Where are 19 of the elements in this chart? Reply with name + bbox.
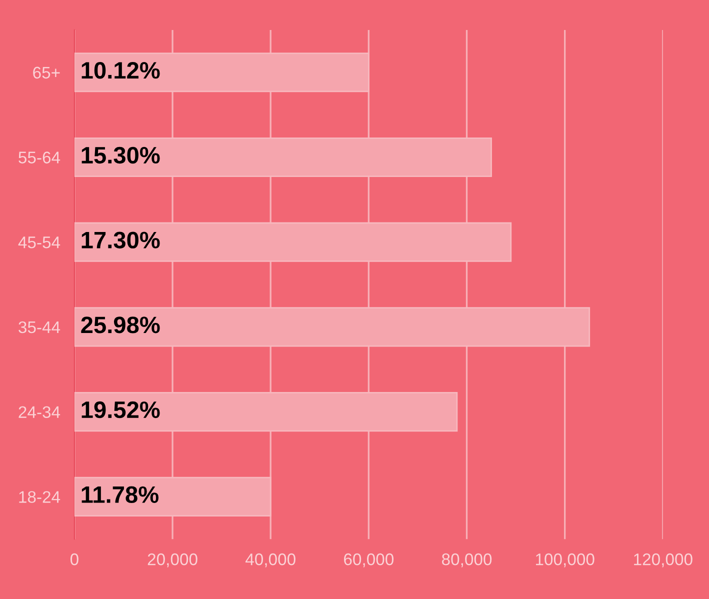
x-tick-label: 40,000 [246, 553, 296, 568]
annotation: 19.52% [82, 401, 160, 418]
x-tick-label: 120,000 [634, 553, 692, 568]
x-tick-label: 0 [70, 553, 78, 566]
y-tick-label: 45-54 [18, 236, 60, 248]
y-tick-label: 65+ [33, 66, 60, 79]
annotation: 15.30% [82, 146, 160, 164]
y-tick-label: 18-24 [19, 491, 60, 503]
y-tick-label: 35-44 [18, 321, 60, 334]
y-tick-label: 55-64 [18, 152, 60, 164]
x-tick-label: 20,000 [148, 553, 198, 568]
x-tick-label: 100,000 [536, 553, 594, 568]
x-tick-label: 80,000 [442, 553, 492, 568]
annotation: 11.78% [82, 486, 158, 504]
annotation: 17.30% [82, 232, 160, 248]
x-tick-label: 60,000 [344, 553, 394, 568]
y-tick-label: 24-34 [18, 406, 60, 418]
annotation: 25.98% [81, 316, 160, 334]
annotation: 10.12% [82, 62, 160, 79]
